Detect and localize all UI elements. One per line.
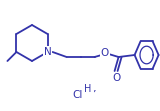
Text: H: H [84, 84, 91, 94]
Text: O: O [100, 48, 109, 58]
Text: ’: ’ [92, 90, 96, 100]
Text: N: N [44, 47, 52, 57]
Text: O: O [112, 73, 121, 83]
Text: Cl: Cl [72, 90, 82, 100]
